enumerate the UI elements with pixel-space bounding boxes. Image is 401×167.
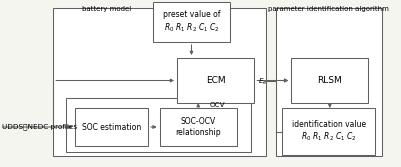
- Text: ECM: ECM: [206, 76, 225, 85]
- Bar: [275, 8, 382, 156]
- Text: RLSM: RLSM: [318, 76, 342, 85]
- Text: SOC estimation: SOC estimation: [82, 123, 141, 131]
- Text: battery model: battery model: [82, 6, 131, 12]
- Text: OCV: OCV: [210, 102, 225, 108]
- Text: identification value
$R_0$ $R_1$ $R_2$ $C_1$ $C_2$: identification value $R_0$ $R_1$ $R_2$ $…: [292, 120, 366, 143]
- Bar: [153, 2, 230, 42]
- Text: $E_e$: $E_e$: [258, 77, 268, 87]
- Bar: [160, 108, 237, 146]
- Text: preset value of
$R_0$ $R_1$ $R_2$ $C_1$ $C_2$: preset value of $R_0$ $R_1$ $R_2$ $C_1$ …: [163, 10, 220, 34]
- Bar: [291, 58, 369, 103]
- Text: SOC-OCV
relationship: SOC-OCV relationship: [176, 117, 221, 137]
- Bar: [53, 8, 266, 156]
- Bar: [282, 108, 375, 155]
- Bar: [177, 58, 254, 103]
- Text: UDDS、NEDC profiles: UDDS、NEDC profiles: [2, 124, 77, 130]
- Bar: [66, 98, 251, 152]
- Text: parameter identification algorithm: parameter identification algorithm: [268, 6, 389, 12]
- Bar: [75, 108, 148, 146]
